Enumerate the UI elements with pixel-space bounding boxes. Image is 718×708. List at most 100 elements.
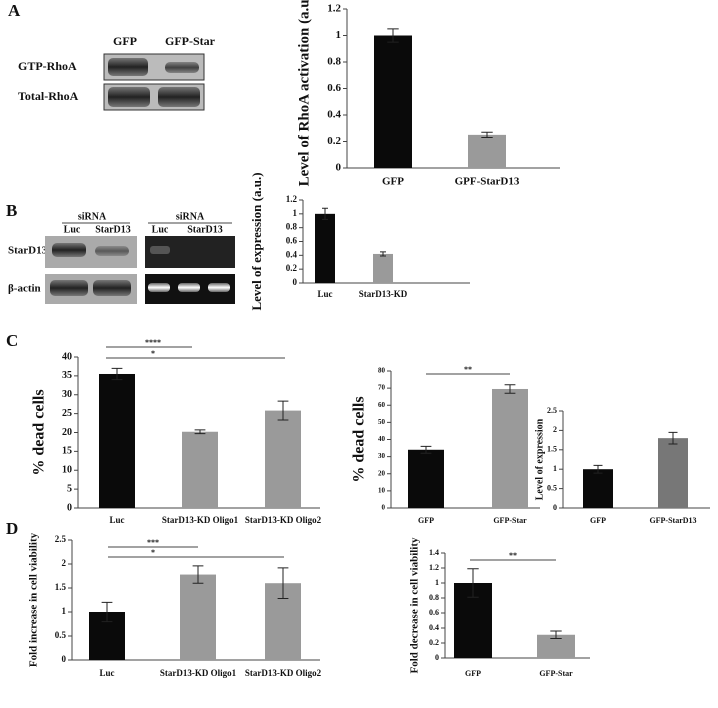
y-tick-label: 0.5 (55, 630, 67, 640)
significance-label: *** (147, 538, 159, 547)
y-tick-label: 30 (62, 389, 72, 400)
error-bar (481, 131, 493, 139)
blot-column-label: Luc (152, 224, 169, 235)
y-tick-label: 30 (378, 452, 386, 460)
blot-image (45, 236, 235, 304)
y-tick-label: 70 (378, 384, 386, 392)
y-tick-label: 1.5 (55, 582, 67, 592)
x-tick-label: StarD13-KD Oligo1 (160, 668, 237, 678)
y-tick-label: 1 (553, 464, 557, 473)
y-tick-label: 35 (62, 370, 72, 381)
x-tick-label: StarD13-KD Oligo2 (245, 515, 322, 525)
x-tick-label: GFP (382, 176, 404, 188)
y-tick-label: 0.8 (286, 222, 298, 232)
bar (180, 574, 216, 660)
significance-label: * (151, 349, 155, 358)
y-tick-label: 0 (382, 504, 386, 512)
y-tick-label: 0.6 (429, 608, 439, 617)
error-bar (101, 601, 113, 623)
bar (583, 469, 613, 508)
bar (408, 449, 444, 508)
y-tick-label: 0 (62, 654, 67, 664)
blot-column-label: GFP-Star (165, 34, 216, 48)
error-bar (467, 568, 479, 598)
y-tick-label: 0 (293, 277, 298, 287)
y-tick-label: 10 (378, 486, 386, 494)
y-tick-label: 2.5 (55, 534, 67, 544)
panel-label: B (6, 201, 17, 220)
x-tick-label: Luc (109, 515, 124, 525)
y-tick-label: 0.8 (429, 593, 439, 602)
y-tick-label: 0.8 (327, 56, 341, 68)
error-bar (420, 445, 432, 454)
y-tick-label: 0.4 (429, 623, 439, 632)
error-bar (668, 431, 678, 445)
y-tick-label: 1 (293, 208, 298, 218)
y-tick-label: 1.5 (547, 445, 557, 454)
y-tick-label: 40 (378, 435, 386, 443)
y-axis-label: Level of expression (a.u.) (249, 172, 264, 310)
blot-column-label: GFP (113, 34, 137, 48)
error-bar (593, 464, 603, 474)
y-tick-label: 40 (62, 351, 72, 362)
y-axis-label: % dead cells (351, 396, 368, 482)
bar (492, 388, 528, 508)
x-tick-label: GFP (418, 516, 434, 525)
charts: 0 0.2 0.4 0.6 0.8 1 1.2 Level of RhoA activatio… (28, 0, 710, 678)
y-tick-label: 1 (62, 606, 67, 616)
y-tick-label: 5 (67, 483, 72, 494)
blot-row-label: β-actin (8, 283, 41, 295)
error-bar (504, 384, 516, 394)
bar (658, 438, 688, 508)
x-tick-label: StarD13-KD Oligo1 (162, 515, 239, 525)
error-bar (387, 28, 399, 43)
y-tick-label: 50 (378, 418, 386, 426)
x-tick-label: Luc (99, 668, 114, 678)
blot-column-label: StarD13 (95, 224, 131, 235)
error-bar (322, 207, 328, 220)
y-tick-label: 1.4 (429, 548, 439, 557)
y-tick-label: 1.2 (327, 3, 341, 15)
y-tick-label: 0 (336, 162, 342, 174)
y-tick-label: 1 (336, 29, 342, 41)
y-axis-label: Fold decrease in cell viability (409, 537, 421, 674)
y-tick-label: 0.4 (286, 249, 298, 259)
y-tick-label: 0 (435, 653, 439, 662)
x-tick-label: GFP-Star (539, 669, 573, 678)
bar (99, 373, 135, 508)
error-bar (277, 567, 289, 600)
blot-image (103, 53, 205, 111)
y-tick-label: 1 (435, 578, 439, 587)
bar (373, 253, 393, 283)
y-tick-label: 2 (62, 558, 67, 568)
y-tick-label: 15 (62, 446, 72, 457)
y-tick-label: 1.2 (429, 563, 439, 572)
x-tick-label: GPF-StarD13 (455, 176, 520, 188)
panel-label: C (6, 331, 18, 350)
y-axis-label: Level of RhoA activation (a.u.) (296, 0, 312, 186)
blot-column-label: Luc (64, 224, 81, 235)
x-tick-label: StarD13-KD (359, 289, 408, 299)
panel-label: A (8, 1, 21, 20)
y-tick-label: 0.6 (327, 82, 341, 94)
x-tick-label: StarD13-KD Oligo2 (245, 668, 322, 678)
y-axis-label: Fold increase in cell viability (28, 532, 40, 667)
y-axis-label: % dead cells (31, 389, 48, 475)
x-tick-label: Luc (317, 289, 332, 299)
bar (468, 134, 506, 168)
x-tick-label: GFP (590, 516, 606, 525)
y-tick-label: 2 (553, 425, 557, 434)
y-axis-label: Level of expression (534, 418, 545, 500)
y-tick-label: 0.6 (286, 236, 298, 246)
y-tick-label: 0.2 (286, 263, 298, 273)
panel-label: D (6, 519, 18, 538)
blot-row-label: GTP-RhoA (18, 59, 77, 73)
bar (537, 634, 575, 658)
significance-label: **** (145, 338, 161, 347)
blot-group-label: siRNA (176, 211, 205, 222)
error-bar (550, 630, 562, 639)
x-tick-label: GFP-StarD13 (649, 516, 696, 525)
y-tick-label: 60 (378, 401, 386, 409)
bar (374, 35, 412, 168)
x-tick-label: GFP-Star (493, 516, 527, 525)
